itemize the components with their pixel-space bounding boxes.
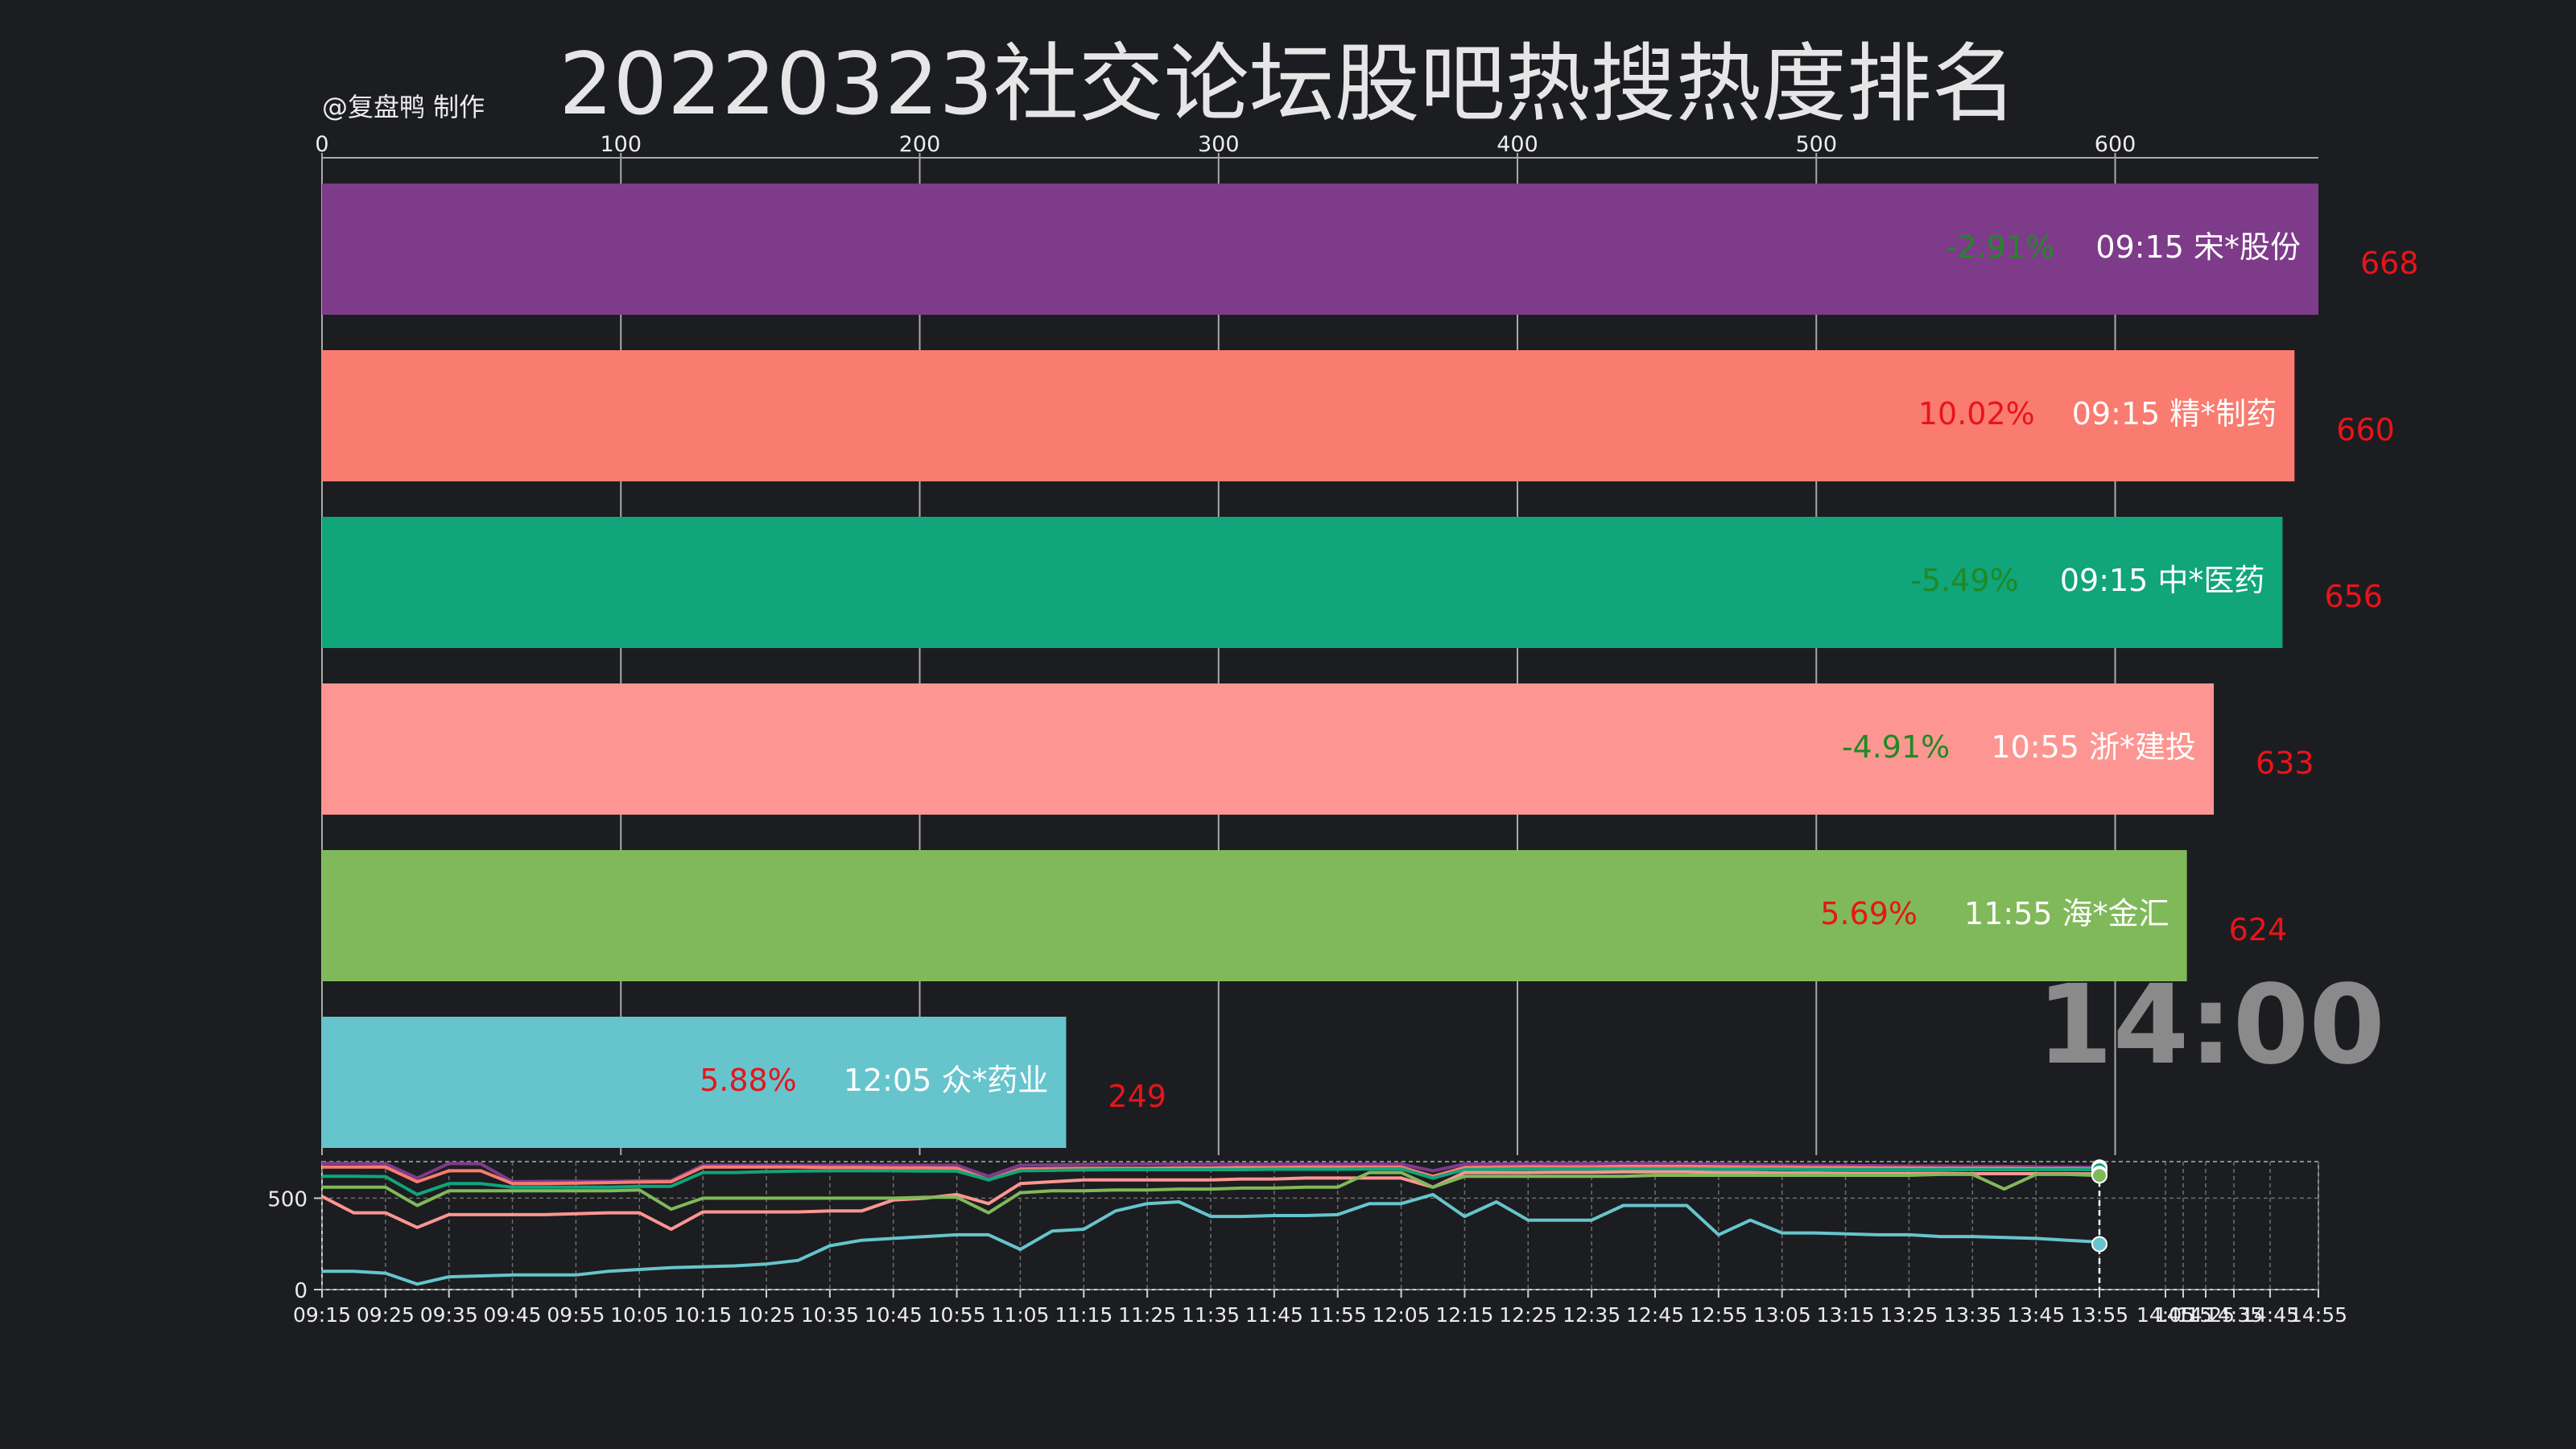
line-x-tick-label: 13:35 [1943, 1303, 2001, 1327]
current-time-display: 14:00 [2037, 962, 2385, 1089]
line-x-tick-label: 09:35 [420, 1303, 478, 1327]
bar-value-label: 660 [2336, 412, 2395, 448]
bar [322, 350, 2295, 481]
bar [322, 184, 2318, 315]
bar-change-label: 5.88% [700, 1063, 797, 1098]
bar-x-tick-label: 300 [1198, 132, 1240, 157]
line-x-tick-label: 11:35 [1182, 1303, 1240, 1327]
line-x-tick-label: 09:55 [547, 1303, 605, 1327]
line-y-tick-label: 500 [267, 1187, 308, 1212]
line-x-tick-label: 10:25 [737, 1303, 795, 1327]
line-x-tick-label: 11:25 [1118, 1303, 1176, 1327]
line-endpoint [2091, 1167, 2107, 1184]
bar [322, 850, 2187, 981]
bar-x-tick-label: 200 [899, 132, 941, 157]
line-x-tick-label: 13:55 [2070, 1303, 2128, 1327]
line-x-tick-label: 13:15 [1817, 1303, 1875, 1327]
line-x-tick-label: 09:45 [484, 1303, 542, 1327]
bar-change-label: 10.02% [1918, 396, 2035, 431]
bar-x-tick-label: 400 [1496, 132, 1538, 157]
bar-group: 12:05 众*药业 5.88% 249 [322, 1017, 1166, 1148]
bar-change-label: -5.49% [1910, 563, 2018, 598]
line-x-tick-label: 11:45 [1245, 1303, 1303, 1327]
bar-label: 09:15 宋*股份 [2095, 229, 2301, 265]
line-x-tick-label: 12:55 [1690, 1303, 1748, 1327]
line-x-tick-label: 12:25 [1499, 1303, 1557, 1327]
line-x-tick-label: 14:35 [2205, 1303, 2263, 1327]
line-series [322, 1167, 2099, 1196]
line-x-tick-label: 13:05 [1753, 1303, 1811, 1327]
bar [322, 1017, 1067, 1148]
line-series [322, 1164, 2100, 1186]
bar-chart-x-axis: 0 100 200 300 400 500 600 [315, 132, 2318, 159]
line-x-tick-label: 11:05 [991, 1303, 1049, 1327]
line-endpoint [2091, 1236, 2107, 1253]
line-x-tick-label: 09:15 [293, 1303, 351, 1327]
line-x-tick-label: 12:35 [1563, 1303, 1620, 1327]
line-x-tick-label: 12:45 [1626, 1303, 1684, 1327]
bar-label: 10:55 浙*建投 [1991, 729, 2196, 765]
bar-group: 11:55 海*金汇 5.69% 624 [322, 850, 2287, 981]
bar-change-label: 5.69% [1820, 896, 1918, 931]
bar-x-tick-label: 600 [2095, 132, 2136, 157]
bar-label: 09:15 精*制药 [2072, 396, 2277, 431]
bar-chart-grid [321, 153, 2116, 1155]
bar-group: 09:15 精*制药 10.02% 660 [322, 350, 2395, 481]
line-x-tick-label: 10:05 [610, 1303, 668, 1327]
line-series [321, 1170, 2100, 1231]
line-x-tick-label: 13:45 [2007, 1303, 2065, 1327]
credit-label: @复盘鸭 制作 [322, 92, 485, 122]
bar-group: 09:15 中*医药 -5.49% 656 [322, 517, 2383, 648]
bar [322, 683, 2215, 815]
bar-value-label: 249 [1108, 1079, 1166, 1114]
bar-label: 09:15 中*医药 [2060, 563, 2265, 598]
line-x-tick-label: 14:25 [2177, 1303, 2235, 1327]
bar-change-label: -2.91% [1946, 229, 2054, 265]
line-x-tick-label: 10:35 [801, 1303, 859, 1327]
line-x-tick-label: 14:05 [2136, 1303, 2194, 1327]
line-y-tick-label: 0 [294, 1279, 308, 1303]
line-x-tick-label: 12:05 [1373, 1303, 1430, 1327]
line-x-tick-label: 14:15 [2154, 1303, 2212, 1327]
bar-group: 09:15 宋*股份 -2.91% 668 [322, 184, 2419, 315]
bar-label: 12:05 众*药业 [844, 1063, 1049, 1098]
bar-label: 11:55 海*金汇 [1964, 896, 2169, 931]
bar [322, 517, 2283, 648]
line-x-tick-label: 11:15 [1055, 1303, 1113, 1327]
bar-x-tick-label: 100 [600, 132, 642, 157]
bar-group: 10:55 浙*建投 -4.91% 633 [322, 683, 2314, 815]
chart-title: 20220323社交论坛股吧热搜热度排名 [559, 35, 2017, 134]
line-x-tick-label: 10:55 [928, 1303, 986, 1327]
bar-value-label: 656 [2324, 579, 2383, 614]
bar-value-label: 633 [2256, 745, 2314, 781]
line-x-tick-label: 11:55 [1309, 1303, 1367, 1327]
line-x-tick-label: 09:25 [357, 1303, 415, 1327]
line-x-tick-label: 14:55 [2289, 1303, 2347, 1327]
line-x-tick-label: 13:25 [1880, 1303, 1938, 1327]
line-series [322, 1170, 2100, 1215]
bar-x-tick-label: 0 [315, 132, 328, 157]
line-chart-series [321, 1159, 2107, 1286]
line-x-tick-label: 10:45 [865, 1303, 923, 1327]
bar-value-label: 668 [2360, 246, 2419, 281]
line-x-tick-label: 10:15 [674, 1303, 732, 1327]
line-series [322, 1192, 2101, 1286]
line-x-tick-label: 14:45 [2241, 1303, 2299, 1327]
bar-value-label: 624 [2229, 912, 2288, 947]
line-x-tick-label: 12:15 [1435, 1303, 1493, 1327]
bar-change-label: -4.91% [1842, 729, 1950, 765]
bar-x-tick-label: 500 [1796, 132, 1838, 157]
